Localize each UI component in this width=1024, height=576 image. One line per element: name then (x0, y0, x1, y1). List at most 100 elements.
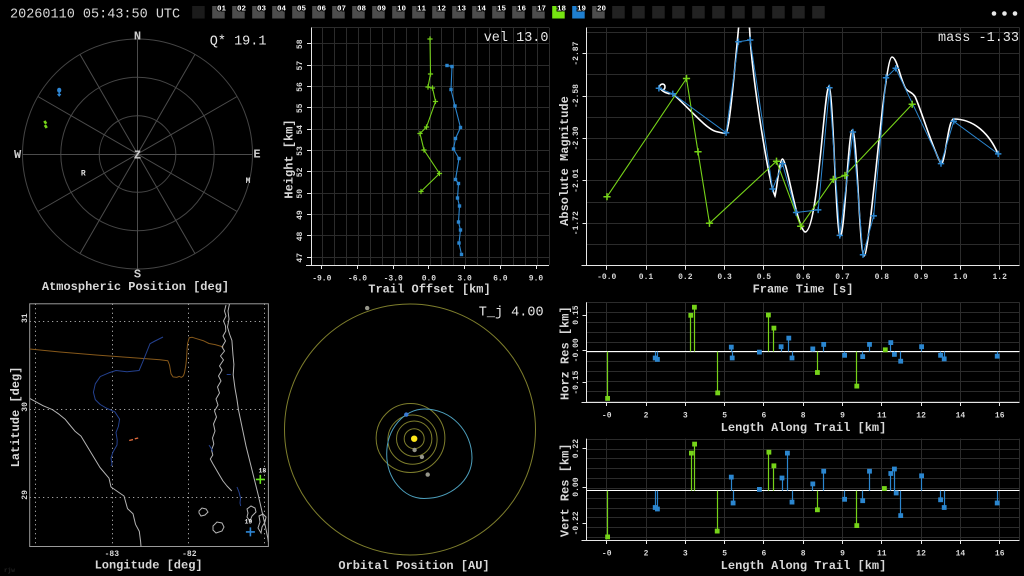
svg-text:-82: -82 (182, 550, 197, 559)
svg-text:Longitude [deg]: Longitude [deg] (95, 559, 203, 573)
svg-text:12: 12 (437, 6, 447, 14)
svg-text:-0.0: -0.0 (597, 273, 616, 282)
svg-text:53: 53 (296, 146, 305, 156)
svg-text:-83: -83 (105, 550, 120, 559)
svg-text:Length Along Trail [km]: Length Along Trail [km] (721, 559, 887, 573)
svg-text:-3.0: -3.0 (384, 275, 403, 284)
svg-text:vel 13.0: vel 13.0 (484, 31, 549, 46)
svg-text:-2.58: -2.58 (572, 84, 581, 108)
svg-text:0.00: 0.00 (572, 477, 581, 496)
svg-text:Height [km]: Height [km] (283, 119, 297, 198)
svg-text:S: S (134, 268, 141, 282)
svg-text:14: 14 (956, 550, 966, 559)
svg-text:57: 57 (296, 61, 305, 71)
svg-text:1.0: 1.0 (953, 273, 968, 282)
svg-text:20260110 05:43:50 UTC: 20260110 05:43:50 UTC (10, 8, 180, 23)
svg-text:5: 5 (722, 412, 727, 421)
svg-text:8: 8 (801, 550, 806, 559)
svg-text:03: 03 (257, 6, 267, 14)
svg-text:54: 54 (296, 125, 305, 135)
svg-text:30: 30 (21, 402, 30, 412)
svg-text:16: 16 (995, 412, 1005, 421)
svg-text:52: 52 (296, 167, 305, 177)
svg-text:3: 3 (683, 550, 688, 559)
svg-text:2: 2 (644, 412, 649, 421)
svg-text:31: 31 (21, 313, 30, 323)
svg-text:Q* 19.1: Q* 19.1 (210, 35, 267, 50)
svg-text:10: 10 (397, 6, 407, 14)
svg-text:-9.0: -9.0 (312, 275, 331, 284)
svg-text:Horz Res [km]: Horz Res [km] (559, 306, 573, 400)
svg-text:48: 48 (296, 231, 305, 241)
svg-text:-2.30: -2.30 (572, 126, 581, 150)
svg-text:rjw: rjw (4, 567, 15, 574)
svg-text:19: 19 (245, 519, 253, 526)
svg-text:18: 18 (557, 6, 567, 14)
svg-text:6: 6 (761, 550, 766, 559)
svg-text:0.3: 0.3 (717, 273, 732, 282)
svg-text:0.22: 0.22 (572, 439, 581, 458)
svg-text:8: 8 (801, 412, 806, 421)
svg-text:6.0: 6.0 (493, 275, 508, 284)
svg-text:15: 15 (497, 6, 507, 14)
svg-text:11: 11 (877, 412, 887, 421)
svg-text:9: 9 (840, 412, 845, 421)
svg-text:01: 01 (217, 6, 227, 14)
svg-text:N: N (134, 30, 141, 44)
svg-text:11: 11 (877, 550, 887, 559)
svg-text:0.2: 0.2 (678, 273, 693, 282)
svg-text:mass -1.33: mass -1.33 (938, 31, 1019, 46)
svg-text:0.1: 0.1 (639, 273, 654, 282)
svg-text:14: 14 (477, 6, 487, 14)
svg-text:07: 07 (337, 6, 346, 14)
svg-text:55: 55 (296, 103, 305, 113)
svg-text:29: 29 (21, 490, 30, 500)
svg-text:6: 6 (761, 412, 766, 421)
svg-text:0.0: 0.0 (422, 275, 437, 284)
svg-text:2: 2 (644, 550, 649, 559)
svg-text:02: 02 (237, 6, 247, 14)
svg-text:Atmospheric Position [deg]: Atmospheric Position [deg] (42, 280, 229, 294)
svg-text:Trail Offset [km]: Trail Offset [km] (368, 283, 490, 297)
svg-text:-0.15: -0.15 (572, 370, 581, 394)
svg-text:Vert Res [km]: Vert Res [km] (559, 443, 573, 537)
svg-text:09: 09 (377, 6, 387, 14)
svg-text:05: 05 (297, 6, 307, 14)
svg-text:14: 14 (956, 412, 966, 421)
svg-text:9.0: 9.0 (529, 275, 544, 284)
svg-text:-1.72: -1.72 (572, 211, 581, 235)
svg-text:3: 3 (683, 412, 688, 421)
svg-text:W: W (14, 148, 22, 162)
svg-text:9: 9 (840, 550, 845, 559)
svg-text:-6.0: -6.0 (348, 275, 367, 284)
svg-text:50: 50 (296, 189, 305, 199)
svg-text:12: 12 (916, 550, 926, 559)
svg-text:-0.22: -0.22 (572, 511, 581, 535)
svg-text:0.6: 0.6 (796, 273, 811, 282)
svg-text:-0: -0 (602, 412, 612, 421)
svg-text:1.2: 1.2 (992, 273, 1007, 282)
svg-text:0.15: 0.15 (572, 305, 581, 324)
svg-text:16: 16 (517, 6, 527, 14)
svg-text:13: 13 (457, 6, 467, 14)
svg-text:11: 11 (417, 6, 427, 14)
svg-text:0.5: 0.5 (757, 273, 772, 282)
svg-text:Absolute Magnitude: Absolute Magnitude (558, 96, 572, 226)
svg-text:56: 56 (296, 82, 305, 92)
svg-text:R: R (81, 170, 86, 179)
svg-text:06: 06 (317, 6, 327, 14)
svg-text:-2.87: -2.87 (572, 41, 581, 65)
svg-text:19: 19 (577, 6, 587, 14)
svg-text:Length Along Trail [km]: Length Along Trail [km] (721, 421, 887, 435)
svg-text:5: 5 (722, 550, 727, 559)
svg-text:20: 20 (597, 6, 607, 14)
svg-text:E: E (253, 148, 260, 162)
svg-text:M: M (246, 177, 251, 186)
svg-text:0.8: 0.8 (875, 273, 890, 282)
svg-text:12: 12 (916, 412, 926, 421)
svg-text:0.7: 0.7 (835, 273, 850, 282)
svg-text:Frame Time [s]: Frame Time [s] (753, 283, 854, 297)
svg-text:-0: -0 (602, 550, 612, 559)
svg-text:08: 08 (357, 6, 367, 14)
svg-text:47: 47 (296, 253, 305, 263)
